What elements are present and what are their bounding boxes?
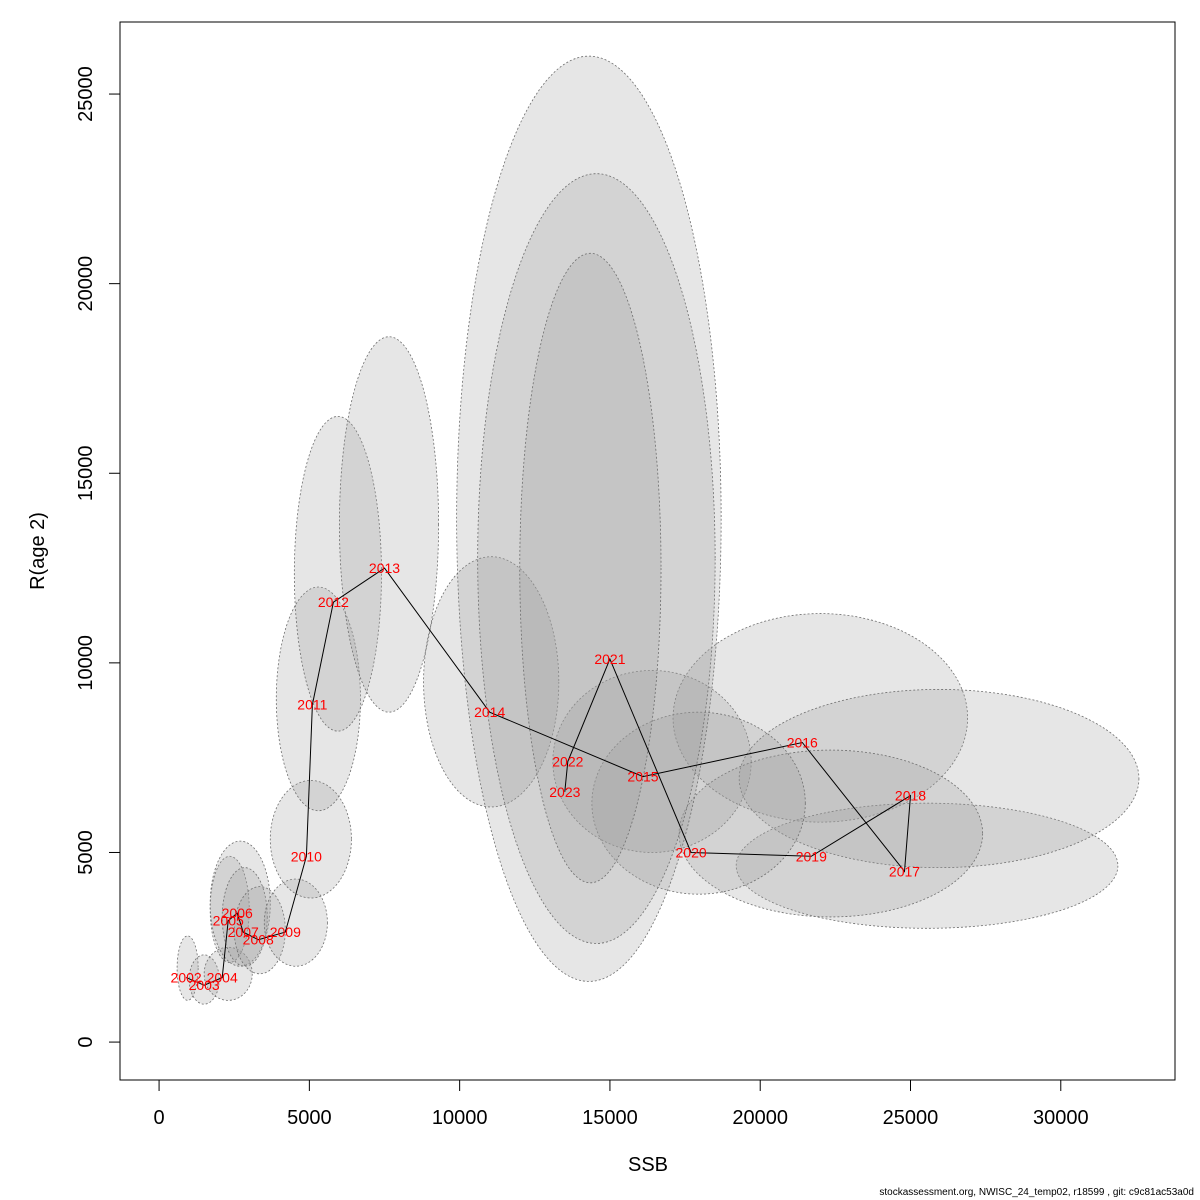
year-label-2016: 2016	[787, 735, 818, 751]
trajectory	[185, 567, 912, 986]
year-label-2013: 2013	[369, 560, 400, 576]
y-axis-title: R(age 2)	[27, 512, 49, 590]
x-tick-label: 20000	[732, 1107, 788, 1129]
year-label-2020: 2020	[676, 844, 707, 860]
confidence-ellipse-2023	[519, 252, 662, 884]
y-tick-label: 10000	[75, 635, 97, 691]
confidence-ellipse-2002	[176, 935, 199, 1001]
year-label-2005: 2005	[213, 913, 244, 929]
year-label-2012: 2012	[318, 594, 349, 610]
year-label-2018: 2018	[895, 788, 926, 804]
trajectory-line	[185, 567, 912, 986]
year-label-2010: 2010	[291, 848, 322, 864]
confidence-ellipse-2015	[552, 670, 752, 853]
x-tick-label: 25000	[883, 1107, 939, 1129]
year-label-2011: 2011	[297, 697, 327, 713]
year-label-2008: 2008	[243, 932, 274, 948]
y-tick-label: 5000	[75, 830, 97, 875]
year-label-2003: 2003	[189, 977, 220, 993]
year-label-2017: 2017	[889, 863, 920, 879]
confidence-ellipse-2009	[263, 878, 328, 967]
year-label-2002: 2002	[171, 970, 202, 986]
year-label-2004: 2004	[207, 970, 238, 986]
year-label-2022: 2022	[552, 753, 583, 769]
x-axis-title: SSB	[628, 1154, 668, 1176]
confidence-ellipse-2012	[293, 415, 382, 732]
confidence-ellipse-2011	[275, 586, 361, 812]
x-tick-label: 30000	[1033, 1107, 1089, 1129]
confidence-ellipse-2013	[339, 336, 440, 713]
confidence-ellipse-2021	[456, 55, 722, 982]
confidence-ellipses	[176, 55, 1140, 1005]
confidence-ellipse-2018	[738, 689, 1140, 869]
x-axis: 0 5000 10000 15000 20000 25000 30000	[154, 1079, 1089, 1129]
x-tick-label: 15000	[582, 1107, 638, 1129]
x-tick-label: 10000	[432, 1107, 488, 1129]
year-label-2006: 2006	[222, 905, 253, 921]
year-label-2019: 2019	[796, 848, 827, 864]
confidence-ellipse-2017	[735, 802, 1119, 929]
y-tick-label: 15000	[75, 445, 97, 501]
confidence-ellipse-2006	[209, 840, 271, 967]
year-label-2023: 2023	[549, 784, 580, 800]
year-label-2021: 2021	[594, 651, 625, 667]
footer-text: stockassessment.org, NWISC_24_temp02, r1…	[879, 1187, 1194, 1198]
confidence-ellipse-2010	[269, 780, 352, 899]
confidence-ellipse-2003	[188, 954, 220, 1005]
y-axis: 0 5000 10000 15000 20000 25000	[75, 66, 121, 1048]
x-tick-label: 5000	[287, 1107, 332, 1129]
confidence-ellipse-2019	[678, 749, 984, 918]
confidence-ellipse-2016	[672, 613, 969, 823]
confidence-ellipse-2007	[221, 867, 268, 967]
confidence-ellipse-2014	[423, 556, 560, 808]
year-label-2007: 2007	[228, 924, 259, 940]
year-label-2014: 2014	[474, 704, 505, 720]
confidence-ellipse-2020	[591, 711, 806, 895]
x-tick-label: 0	[154, 1107, 165, 1129]
y-tick-label: 0	[75, 1037, 97, 1048]
year-label-2009: 2009	[270, 924, 301, 940]
y-tick-label: 25000	[75, 66, 97, 122]
confidence-ellipse-2004	[203, 946, 253, 1001]
year-label-2015: 2015	[627, 769, 658, 785]
y-tick-label: 20000	[75, 256, 97, 312]
confidence-ellipse-2022	[477, 173, 716, 944]
